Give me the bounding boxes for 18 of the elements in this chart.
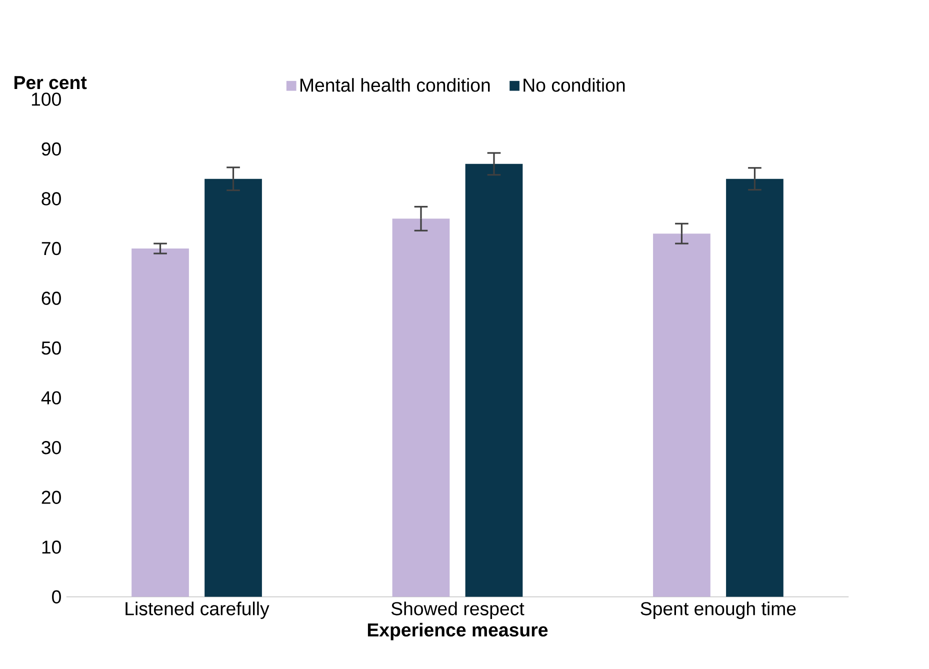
y-tick-label: 0 [52,590,61,604]
y-tick-label: 70 [42,242,61,256]
x-tick-label: Spent enough time [640,602,796,620]
y-tick-label: 40 [41,391,61,404]
y-tick-label: 100 [32,92,61,106]
x-tick-label: Listened carefully [126,602,270,620]
y-axis-title: Per cent [14,76,87,90]
x-axis-title: Experience measure [368,622,548,640]
y-tick-label: 20 [42,490,61,504]
legend-label: No condition [524,78,625,92]
y-tick-label: 80 [42,192,61,206]
legend-label: Mental health condition [300,78,490,92]
y-tick-label: 50 [42,341,61,355]
y-tick-label: 60 [42,292,61,305]
y-tick-label: 30 [42,440,61,454]
y-tick-label: 10 [42,540,61,554]
y-tick-label: 90 [42,142,61,156]
x-tick-label: Showed respect [391,602,524,620]
